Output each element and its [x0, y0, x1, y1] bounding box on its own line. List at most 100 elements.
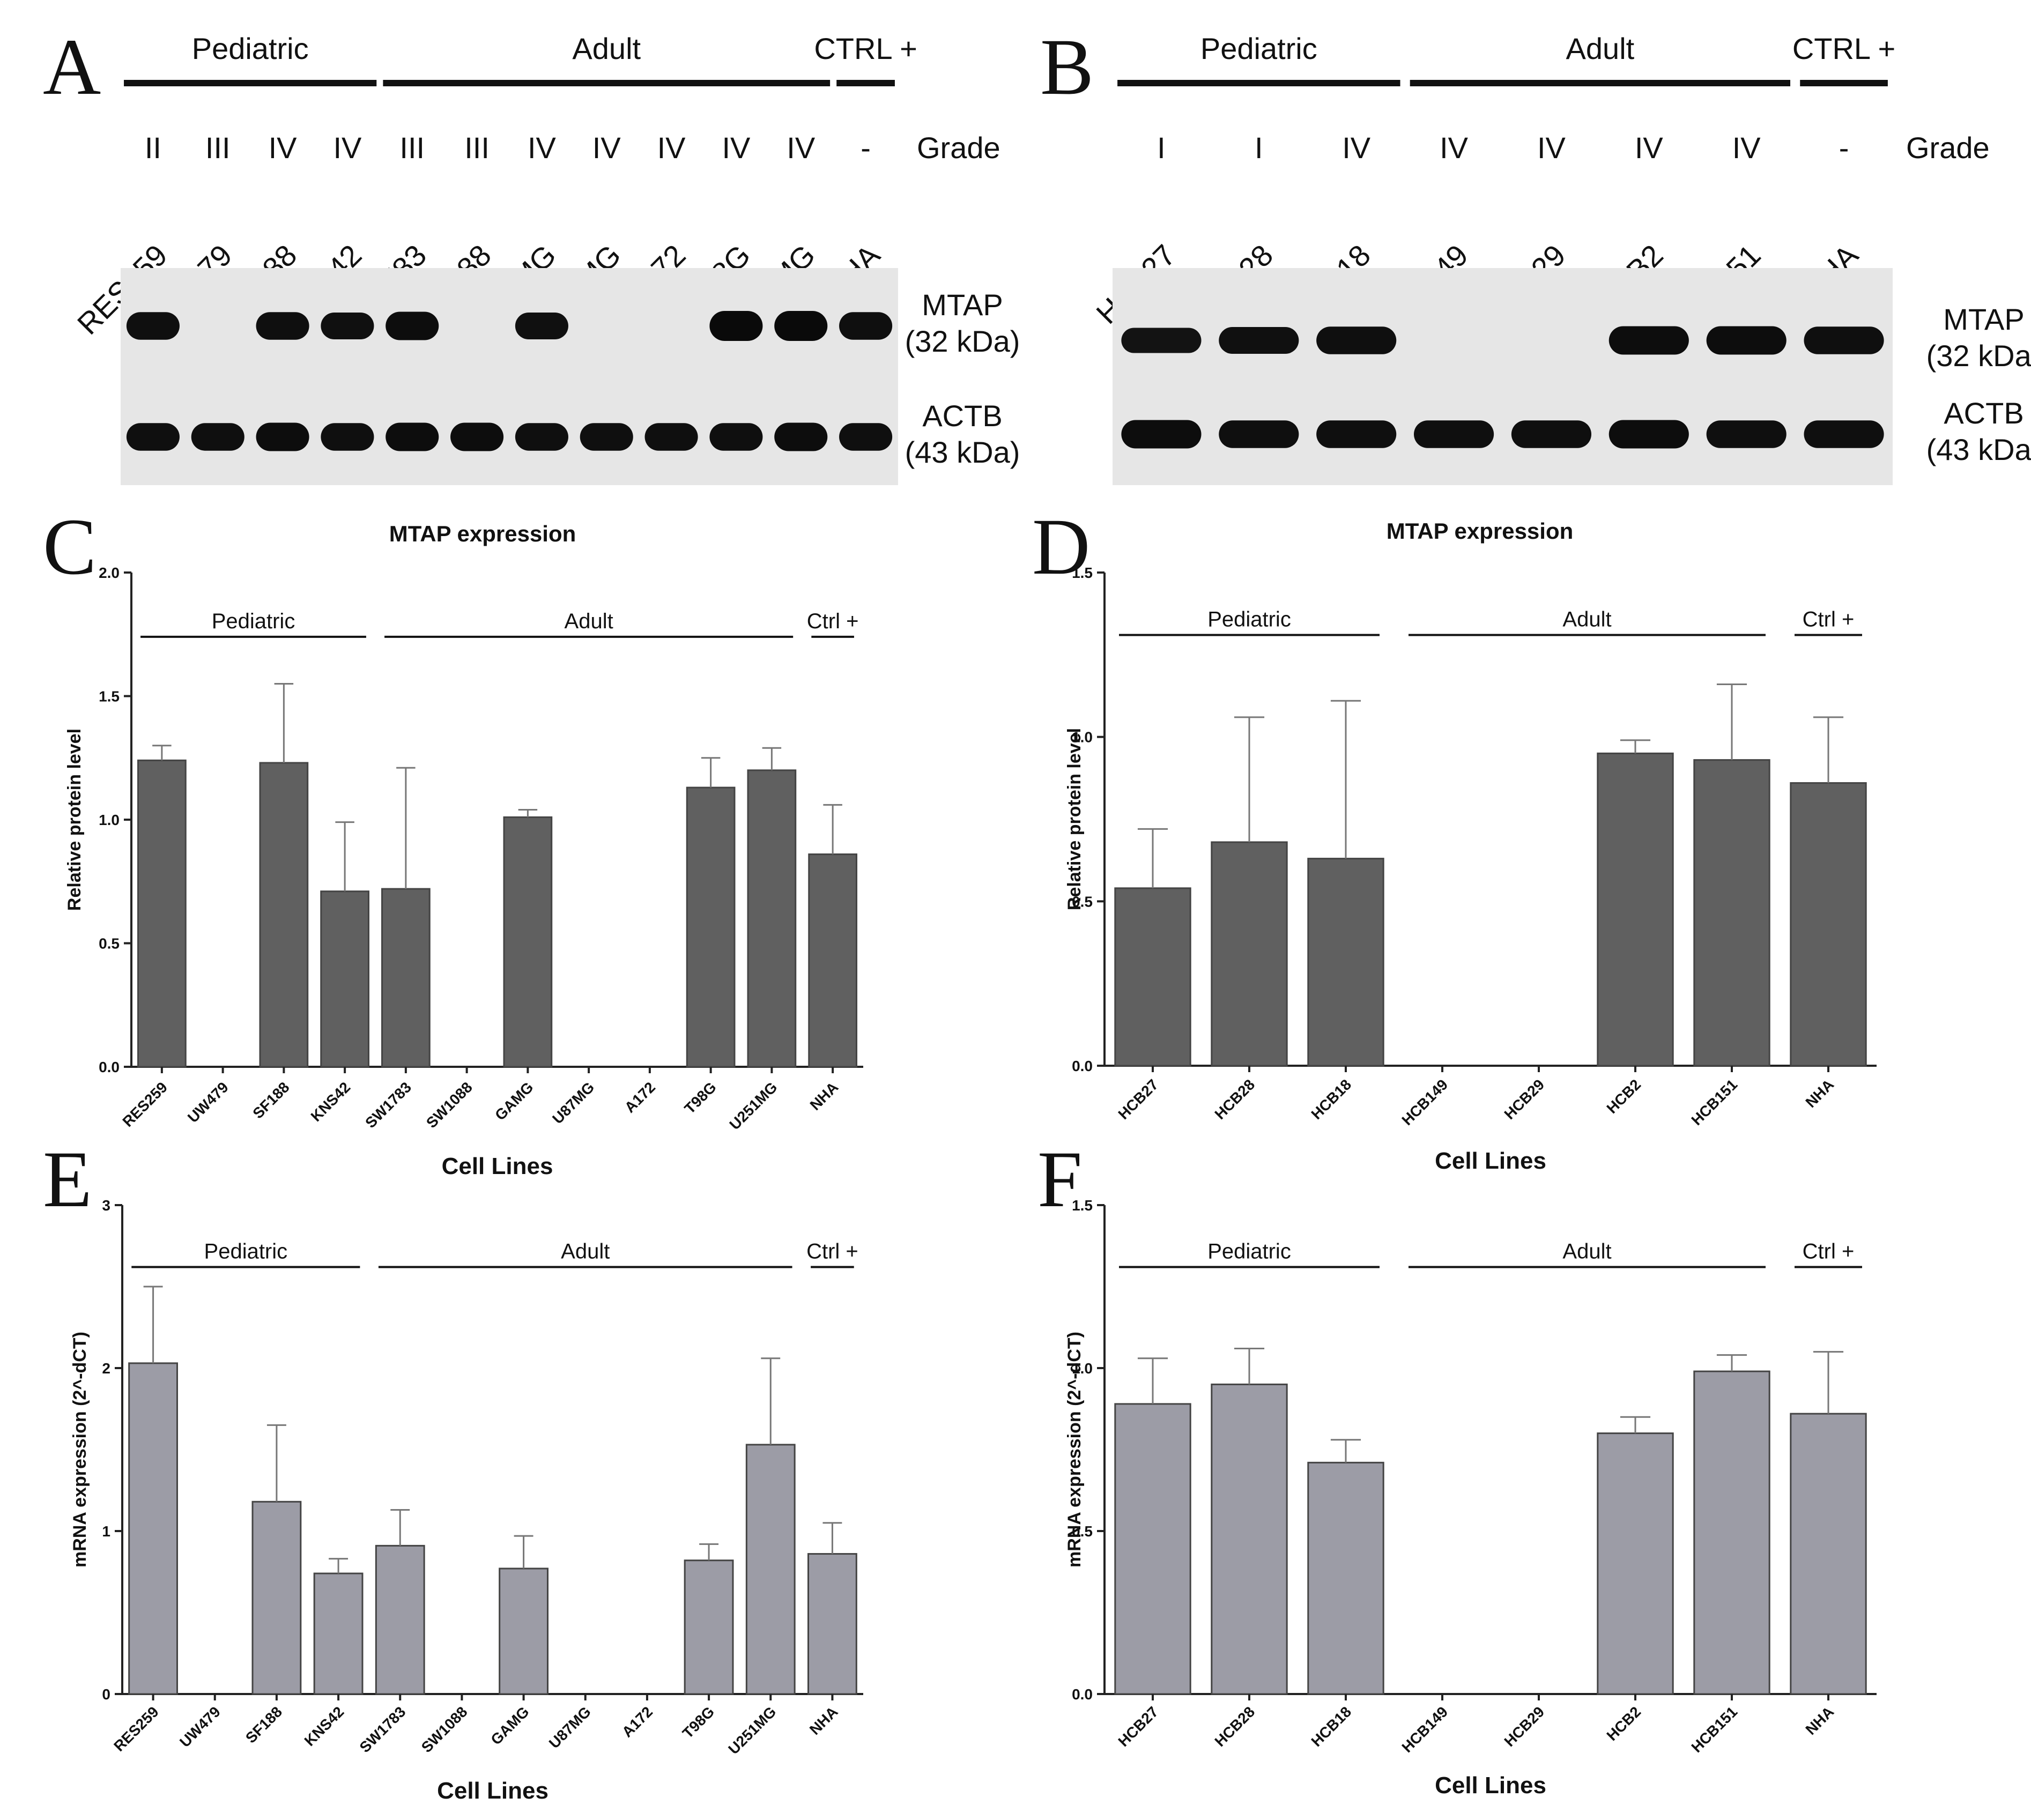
- bar: [747, 769, 797, 1068]
- x-axis-label: Cell Lines: [442, 1153, 553, 1179]
- x-tick-label: HCB29: [1501, 1703, 1547, 1750]
- chart-panel-d: D MTAP expression 0.0 0.5 1.0 1.5 Relative pro…: [1032, 502, 1877, 1174]
- bar: [137, 759, 187, 1068]
- y-axis-label: Relative protein level: [1064, 728, 1085, 910]
- x-tick-label: HCB29: [1501, 1076, 1547, 1123]
- protein-band: [774, 422, 828, 451]
- y-tick-label: 0.5: [99, 935, 120, 952]
- y-tick-label: 0.0: [99, 1059, 120, 1075]
- protein-band: [386, 422, 439, 451]
- x-tick-label: NHA: [1802, 1703, 1837, 1738]
- y-tick-label: 1: [102, 1523, 110, 1540]
- x-tick-label: U251MG: [726, 1079, 780, 1133]
- bar: [381, 888, 431, 1068]
- x-tick-label: U251MG: [725, 1703, 779, 1757]
- bar: [1597, 752, 1674, 1067]
- y-tick-label: 1.0: [1072, 729, 1093, 746]
- protein-band: [709, 423, 763, 451]
- protein-band: [386, 311, 439, 340]
- x-tick-label: HCB2: [1603, 1076, 1644, 1117]
- grade-label: I: [1255, 131, 1263, 165]
- y-tick-label: 1.5: [1072, 1197, 1093, 1214]
- band-size: (32 kDa): [905, 324, 1020, 358]
- protein-band: [515, 423, 568, 451]
- protein-band: [191, 423, 244, 451]
- grade-label: IV: [1537, 131, 1566, 165]
- protein-band: [515, 313, 568, 339]
- x-tick-label: HCB149: [1398, 1703, 1451, 1756]
- x-tick-label: HCB18: [1308, 1703, 1354, 1750]
- y-tick-label: 2.0: [99, 564, 120, 581]
- protein-band: [321, 423, 374, 451]
- band-name: MTAP: [922, 288, 1003, 322]
- grade-label: IV: [1732, 131, 1761, 165]
- grade-label: IV: [787, 131, 816, 165]
- bar: [808, 853, 857, 1068]
- x-tick-label: SW1783: [362, 1079, 414, 1131]
- x-tick-label: T98G: [679, 1703, 717, 1741]
- bar: [1114, 1403, 1191, 1695]
- x-tick-label: T98G: [681, 1079, 719, 1117]
- protein-band: [839, 423, 893, 451]
- band-size: (32 kDa): [1926, 339, 2031, 373]
- group-label: Pediatric: [1207, 1240, 1291, 1264]
- chart-panel-c: C MTAP expression 0.0 0.5 1.0 1.5 2.0 Relative …: [43, 502, 863, 1179]
- x-tick-label: U87MG: [549, 1079, 597, 1127]
- bar: [807, 1553, 857, 1695]
- bar: [1790, 1413, 1867, 1695]
- panel-letter: F: [1037, 1135, 1082, 1224]
- x-axis-label: Cell Lines: [437, 1778, 548, 1804]
- group-label: CTRL +: [1792, 32, 1895, 65]
- grade-label: IV: [657, 131, 686, 165]
- panel-letter: E: [43, 1135, 92, 1224]
- band-size: (43 kDa): [905, 435, 1020, 469]
- bar: [320, 890, 369, 1068]
- grade-label: IV: [1342, 131, 1371, 165]
- group-label: Pediatric: [1207, 608, 1291, 632]
- x-tick-label: RES259: [110, 1703, 162, 1755]
- x-tick-label: GAMG: [492, 1079, 537, 1124]
- y-tick-label: 0.0: [1072, 1686, 1093, 1703]
- bar: [1597, 1432, 1674, 1695]
- protein-band: [450, 422, 504, 451]
- y-tick-label: 1.5: [99, 688, 120, 705]
- protein-band: [1413, 420, 1494, 448]
- bar: [1307, 1461, 1384, 1695]
- panel-letter: C: [43, 502, 97, 591]
- group-label: Pediatric: [192, 32, 309, 65]
- group-label: Adult: [572, 32, 641, 65]
- x-tick-label: UW479: [184, 1079, 232, 1126]
- x-tick-label: HCB18: [1308, 1076, 1354, 1123]
- x-tick-label: KNS42: [308, 1079, 354, 1125]
- x-axis-label: Cell Lines: [1435, 1772, 1546, 1799]
- protein-band: [1706, 420, 1787, 448]
- grade-label: IV: [333, 131, 362, 165]
- group-label: Adult: [1562, 608, 1611, 632]
- y-tick-label: 0: [102, 1686, 110, 1703]
- protein-band: [644, 423, 698, 451]
- bar: [1790, 782, 1867, 1067]
- x-tick-label: HCB28: [1211, 1703, 1258, 1750]
- grade-label: IV: [1635, 131, 1664, 165]
- protein-band: [1804, 326, 1884, 354]
- y-tick-label: 0.5: [1072, 893, 1093, 910]
- bar: [499, 1568, 548, 1695]
- grade-label: III: [205, 131, 231, 165]
- x-tick-label: HCB151: [1688, 1703, 1740, 1756]
- protein-band: [256, 422, 309, 451]
- x-tick-label: NHA: [1802, 1076, 1837, 1111]
- x-tick-label: SW1088: [418, 1703, 471, 1756]
- x-tick-label: GAMG: [487, 1703, 532, 1748]
- grade-header: Grade: [917, 131, 1000, 165]
- y-tick-label: 1.5: [1072, 564, 1093, 581]
- group-label: CTRL +: [814, 32, 917, 65]
- x-tick-label: SW1088: [423, 1079, 476, 1131]
- x-tick-label: HCB28: [1211, 1076, 1258, 1123]
- protein-band: [321, 313, 374, 339]
- x-tick-label: HCB2: [1603, 1703, 1644, 1744]
- x-tick-label: NHA: [806, 1703, 841, 1738]
- protein-band: [1219, 420, 1299, 448]
- group-label: Adult: [1562, 1240, 1611, 1264]
- x-tick-label: SF188: [249, 1079, 292, 1121]
